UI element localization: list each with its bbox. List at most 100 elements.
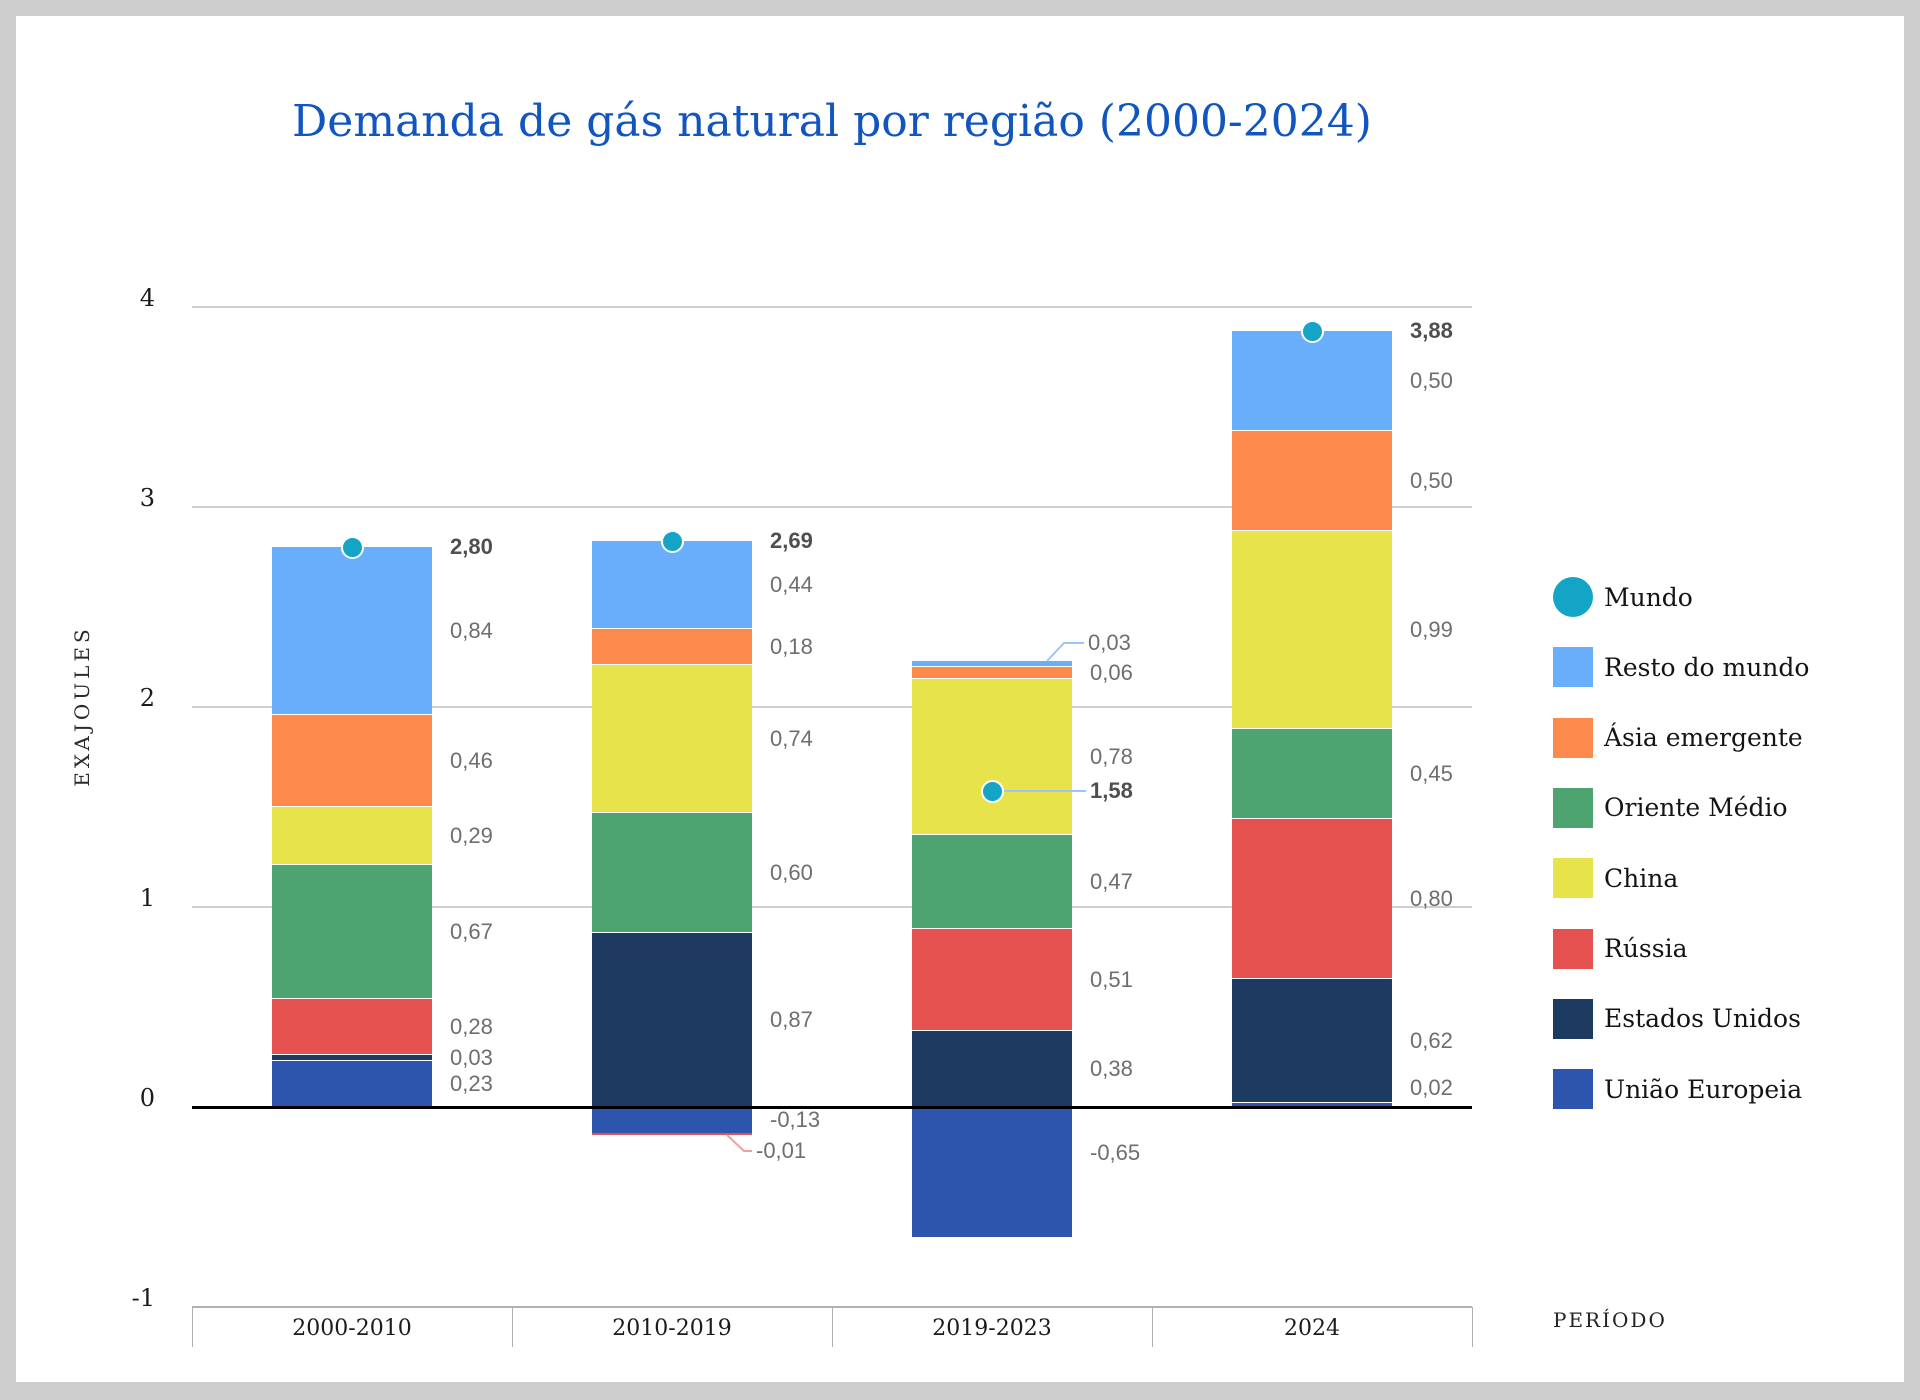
- x-axis-tick: [512, 1307, 513, 1347]
- segment-value-label: 0,99: [1410, 617, 1453, 642]
- legend-label: Mundo: [1604, 582, 1693, 612]
- bar-segment-estados-unidos[interactable]: [272, 1055, 432, 1061]
- segment-value-label: -0,13: [770, 1107, 821, 1132]
- legend-label: União Europeia: [1604, 1074, 1803, 1104]
- resto-do-mundo-swatch-icon: [1553, 647, 1593, 688]
- legend-item-estados-unidos[interactable]: Estados Unidos: [1553, 998, 1801, 1039]
- x-axis-tick: [1472, 1307, 1473, 1347]
- category-label: 2024: [1284, 1316, 1340, 1341]
- bar-segment-uniao-europeia[interactable]: [1232, 1103, 1392, 1107]
- segment-value-label: 0,02: [1410, 1075, 1453, 1100]
- mundo-dot[interactable]: [660, 529, 684, 553]
- bar-segment-estados-unidos[interactable]: [912, 1031, 1072, 1107]
- y-axis-tick-label: 3: [139, 484, 155, 512]
- segment-value-label: 0,45: [1410, 761, 1453, 786]
- gridline-y-4: [192, 306, 1472, 308]
- x-axis-title: PERÍODO: [1553, 1308, 1667, 1332]
- y-axis-tick-label: -1: [131, 1284, 155, 1312]
- russia-swatch-icon: [1553, 928, 1593, 969]
- total-label: 1,58: [1090, 778, 1133, 803]
- segment-value-label: 0,06: [1090, 660, 1133, 685]
- segment-value-label: 0,51: [1090, 967, 1133, 992]
- bar-segment-uniao-europeia[interactable]: [912, 1107, 1072, 1237]
- bar-segment-asia-emergente[interactable]: [272, 715, 432, 807]
- chart-title: Demanda de gás natural por região (2000-…: [292, 96, 1372, 147]
- segment-value-label: 0,62: [1410, 1028, 1453, 1053]
- segment-value-label: 0,03: [450, 1045, 493, 1070]
- asia-emergente-swatch-icon: [1553, 717, 1593, 758]
- mundo-dot[interactable]: [980, 779, 1004, 803]
- legend-label: Rússia: [1604, 934, 1688, 964]
- segment-value-label: 0,23: [450, 1071, 493, 1096]
- legend-label: Estados Unidos: [1604, 1004, 1801, 1034]
- bar-segment-asia-emergente[interactable]: [1232, 431, 1392, 531]
- bar-segment-china[interactable]: [592, 665, 752, 813]
- segment-value-label: -0,01: [756, 1138, 807, 1163]
- segment-value-label: 0,18: [770, 634, 813, 659]
- segment-value-label: 0,84: [450, 618, 493, 643]
- bar-segment-resto-do-mundo[interactable]: [1232, 331, 1392, 431]
- leader-line: [726, 1134, 752, 1152]
- segment-value-label: 0,80: [1410, 886, 1453, 911]
- legend-item-resto-do-mundo[interactable]: Resto do mundo: [1553, 647, 1810, 688]
- bar-segment-estados-unidos[interactable]: [592, 933, 752, 1107]
- zero-axis-line: [192, 1106, 1472, 1109]
- bar-segment-estados-unidos[interactable]: [1232, 979, 1392, 1103]
- legend-item-uniao-europeia[interactable]: União Europeia: [1553, 1069, 1803, 1110]
- legend-item-mundo[interactable]: Mundo: [1553, 577, 1693, 617]
- bar-segment-russia[interactable]: [1232, 819, 1392, 979]
- category-label: 2019-2023: [932, 1316, 1052, 1341]
- bar-segment-resto-do-mundo[interactable]: [912, 661, 1072, 667]
- segment-value-label: 0,46: [450, 748, 493, 773]
- segment-value-label: 0,78: [1090, 744, 1133, 769]
- legend-label: China: [1604, 863, 1679, 893]
- bar-segment-russia[interactable]: [592, 1133, 752, 1135]
- segment-value-label: 0,44: [770, 572, 813, 597]
- segment-value-label: 0,50: [1410, 368, 1453, 393]
- mundo-swatch-icon: [1553, 577, 1593, 617]
- bar-segment-asia-emergente[interactable]: [592, 629, 752, 665]
- mundo-dot[interactable]: [340, 535, 364, 559]
- bar-segment-oriente-medio[interactable]: [1232, 729, 1392, 819]
- x-axis-tick: [1152, 1307, 1153, 1347]
- oriente-medio-swatch-icon: [1553, 787, 1593, 828]
- bar-segment-uniao-europeia[interactable]: [272, 1061, 432, 1107]
- bar-segment-china[interactable]: [272, 807, 432, 865]
- gridline-y-1: [192, 906, 1472, 908]
- bar-segment-russia[interactable]: [272, 999, 432, 1055]
- segment-value-label: 0,28: [450, 1014, 493, 1039]
- total-label: 2,69: [770, 528, 813, 553]
- x-axis-tick: [192, 1307, 193, 1347]
- gridline-y-3: [192, 506, 1472, 508]
- y-axis-tick-label: 0: [139, 1084, 155, 1112]
- segment-value-label: 0,47: [1090, 869, 1133, 894]
- y-axis-tick-label: 1: [139, 884, 155, 912]
- y-axis-tick-label: 2: [139, 684, 155, 712]
- bar-segment-resto-do-mundo[interactable]: [592, 541, 752, 629]
- segment-value-label: 0,29: [450, 823, 493, 848]
- bar-segment-oriente-medio[interactable]: [912, 835, 1072, 929]
- legend-item-china[interactable]: China: [1553, 858, 1679, 899]
- bar-segment-oriente-medio[interactable]: [272, 865, 432, 999]
- bar-segment-asia-emergente[interactable]: [912, 667, 1072, 679]
- bar-segment-russia[interactable]: [912, 929, 1072, 1031]
- legend-label: Resto do mundo: [1604, 652, 1810, 682]
- segment-value-label: 0,50: [1410, 468, 1453, 493]
- estados-unidos-swatch-icon: [1553, 998, 1593, 1039]
- legend-item-oriente-medio[interactable]: Oriente Médio: [1553, 787, 1788, 828]
- legend-label: Oriente Médio: [1604, 793, 1788, 823]
- bar-segment-oriente-medio[interactable]: [592, 813, 752, 933]
- bar-segment-china[interactable]: [912, 679, 1072, 835]
- bar-segment-uniao-europeia[interactable]: [592, 1107, 752, 1133]
- legend-item-asia-emergente[interactable]: Ásia emergente: [1553, 717, 1803, 758]
- mundo-dot[interactable]: [1300, 319, 1324, 343]
- category-label: 2010-2019: [612, 1316, 732, 1341]
- segment-value-label: 0,60: [770, 860, 813, 885]
- leader-line: [1046, 642, 1084, 662]
- legend-item-russia[interactable]: Rússia: [1553, 928, 1688, 969]
- category-label: 2000-2010: [292, 1316, 412, 1341]
- bar-segment-resto-do-mundo[interactable]: [272, 547, 432, 715]
- bar-segment-china[interactable]: [1232, 531, 1392, 729]
